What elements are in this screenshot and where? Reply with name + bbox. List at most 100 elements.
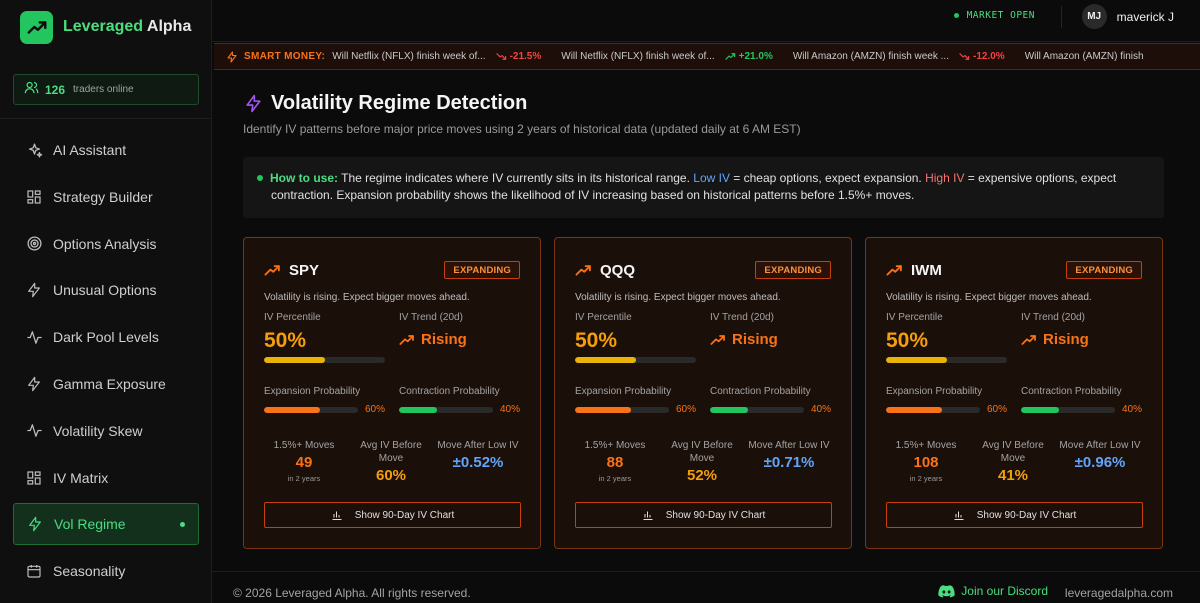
iv-percentile-value: 50% bbox=[264, 329, 307, 352]
market-status: MARKET OPEN bbox=[953, 10, 1035, 21]
show-iv-chart-button[interactable]: Show 90-Day IV Chart bbox=[575, 502, 832, 528]
iv-percentile-label: IV Percentile bbox=[886, 312, 943, 323]
lightning-icon bbox=[25, 281, 43, 299]
expansion-probability-label: Expansion Probability bbox=[575, 386, 672, 397]
sidebar-item-strategy-builder[interactable]: Strategy Builder bbox=[13, 176, 199, 218]
sidebar-item-label: Volatility Skew bbox=[53, 422, 143, 439]
sidebar-item-label: Gamma Exposure bbox=[53, 376, 166, 392]
card-description: Volatility is rising. Expect bigger move… bbox=[575, 292, 781, 303]
expansion-probability-fill bbox=[575, 407, 632, 413]
move-after-value: ±0.71% bbox=[763, 454, 815, 471]
trend-down-icon bbox=[959, 53, 970, 60]
move-after-stat: Move After Low IV ±0.96% bbox=[1058, 439, 1142, 471]
moves-value: 49 bbox=[295, 454, 313, 471]
regime-badge: EXPANDING bbox=[755, 261, 831, 279]
sidebar-item-unusual-options[interactable]: Unusual Options bbox=[13, 269, 199, 311]
info-line-1: How to use: The regime indicates where I… bbox=[257, 170, 1150, 187]
iv-percentile-value: 50% bbox=[886, 329, 929, 352]
expansion-probability-value: 60% bbox=[676, 404, 697, 415]
avg-iv-label: Avg IV Before Move bbox=[671, 440, 733, 464]
show-iv-chart-button[interactable]: Show 90-Day IV Chart bbox=[886, 502, 1143, 528]
grid-icon bbox=[25, 469, 43, 487]
user-menu[interactable]: MJ maverick J bbox=[1081, 4, 1174, 29]
sidebar-item-vol-regime[interactable]: Vol Regime bbox=[13, 503, 199, 546]
contraction-probability-bar bbox=[399, 407, 493, 413]
avg-iv-value: 60% bbox=[375, 467, 407, 484]
ticker-item[interactable]: Will Netflix (NFLX) finish week of... +21… bbox=[561, 51, 773, 62]
lightning-icon bbox=[246, 94, 261, 113]
iv-percentile-bar bbox=[886, 357, 1007, 363]
sidebar-item-gamma-exposure[interactable]: Gamma Exposure bbox=[13, 363, 199, 405]
iv-percentile-value: 50% bbox=[575, 329, 618, 352]
moves-note: in 2 years bbox=[909, 474, 943, 483]
contraction-probability-value: 40% bbox=[1122, 404, 1143, 415]
avg-iv-label: Avg IV Before Move bbox=[982, 440, 1044, 464]
moves-stat: 1.5%+ Moves 108 in 2 years bbox=[884, 439, 968, 483]
ticker-item[interactable]: Will Amazon (AMZN) finish bbox=[1025, 51, 1144, 62]
ticker-items: Will Netflix (NFLX) finish week of... -21… bbox=[325, 51, 1143, 62]
sidebar-item-label: Options Analysis bbox=[53, 235, 157, 252]
ticker-item-text: Will Netflix (NFLX) finish week of... bbox=[561, 51, 715, 62]
discord-link[interactable]: Join our Discord bbox=[938, 584, 1048, 598]
card-symbol: IWM bbox=[886, 262, 942, 279]
moves-note: in 2 years bbox=[598, 474, 632, 483]
sidebar-item-seasonality[interactable]: Seasonality bbox=[13, 550, 199, 592]
moves-note: in 2 years bbox=[287, 474, 321, 483]
sidebar-item-volatility-skew[interactable]: Volatility Skew bbox=[13, 410, 199, 452]
user-name: maverick J bbox=[1116, 9, 1174, 24]
page-title: Volatility Regime Detection bbox=[271, 92, 528, 114]
online-label: traders online bbox=[73, 84, 134, 95]
iv-percentile-label: IV Percentile bbox=[264, 312, 321, 323]
expansion-probability-label: Expansion Probability bbox=[264, 386, 361, 397]
move-after-value: ±0.52% bbox=[452, 454, 504, 471]
iv-trend-label: IV Trend (20d) bbox=[399, 312, 463, 323]
brand[interactable]: Leveraged Alpha bbox=[20, 10, 191, 44]
contraction-probability-value: 40% bbox=[811, 404, 832, 415]
show-iv-chart-button[interactable]: Show 90-Day IV Chart bbox=[264, 502, 521, 528]
info-line-2: contraction. Expansion probability shows… bbox=[271, 188, 915, 202]
site-link[interactable]: leveragedalpha.com bbox=[1064, 586, 1173, 600]
expansion-probability-bar bbox=[264, 407, 358, 413]
sidebar-item-label: Unusual Options bbox=[53, 282, 157, 299]
lightning-icon bbox=[26, 515, 44, 533]
expansion-probability-label: Expansion Probability bbox=[886, 386, 983, 397]
move-after-stat: Move After Low IV ±0.52% bbox=[436, 439, 520, 471]
pulse-icon bbox=[25, 422, 43, 440]
ticker-item[interactable]: Will Netflix (NFLX) finish week of... -21… bbox=[332, 51, 541, 62]
trend-up-icon bbox=[724, 53, 735, 60]
status-dot-icon bbox=[953, 13, 959, 18]
moves-label: 1.5%+ Moves bbox=[895, 440, 957, 451]
contraction-probability-bar bbox=[1021, 407, 1115, 413]
sidebar-item-options-analysis[interactable]: Options Analysis bbox=[13, 223, 199, 265]
iv-trend: Rising bbox=[710, 331, 778, 348]
ticker-item[interactable]: Will Amazon (AMZN) finish week ... -12.0% bbox=[793, 51, 1005, 62]
move-after-value: ±0.96% bbox=[1074, 454, 1126, 471]
lightning-icon bbox=[227, 50, 237, 63]
trend-up-icon bbox=[399, 334, 414, 345]
sparkles-icon bbox=[25, 141, 43, 159]
contraction-probability-fill bbox=[399, 407, 437, 413]
iv-percentile-bar bbox=[575, 357, 696, 363]
page-heading: Volatility Regime Detection bbox=[244, 92, 527, 115]
traders-online: 126 traders online bbox=[13, 74, 199, 105]
pulse-icon bbox=[25, 328, 43, 346]
avg-iv-stat: Avg IV Before Move 60% bbox=[349, 439, 433, 484]
sidebar-item-ai-assistant[interactable]: AI Assistant bbox=[13, 129, 199, 171]
expansion-probability-fill bbox=[264, 407, 321, 413]
ticker-item-change: -21.5% bbox=[495, 51, 541, 62]
regime-card-qqq: QQQ EXPANDING Volatility is rising. Expe… bbox=[554, 237, 852, 549]
contraction-probability-label: Contraction Probability bbox=[399, 386, 500, 397]
sidebar-item-label: Strategy Builder bbox=[53, 188, 153, 205]
discord-icon bbox=[938, 584, 955, 598]
sidebar: Leveraged Alpha 126 traders online AI As… bbox=[0, 0, 212, 603]
move-after-stat: Move After Low IV ±0.71% bbox=[747, 439, 831, 471]
smart-money-ticker: SMART MONEY: Will Netflix (NFLX) finish … bbox=[214, 43, 1200, 70]
ticker-label: SMART MONEY: bbox=[214, 50, 325, 63]
expansion-probability-value: 60% bbox=[365, 404, 386, 415]
footer: © 2026 Leveraged Alpha. All rights reser… bbox=[212, 571, 1200, 603]
sidebar-item-iv-matrix[interactable]: IV Matrix bbox=[13, 457, 199, 499]
sidebar-item-dark-pool-levels[interactable]: Dark Pool Levels bbox=[13, 316, 199, 358]
trend-up-logo-icon bbox=[20, 10, 53, 44]
moves-value: 88 bbox=[606, 454, 624, 471]
